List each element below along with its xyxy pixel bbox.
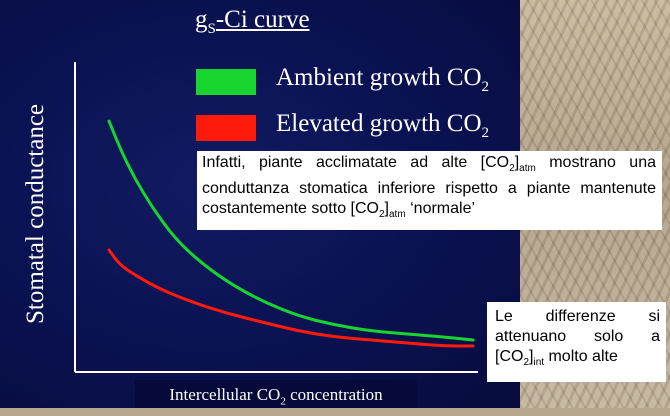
annotation-acclimation: Infatti, piante acclimatate ad alte [CO2… [197, 151, 662, 230]
series-line-elevated [107, 248, 475, 348]
legend-label-elevated: Elevated growth CO2 [276, 110, 490, 141]
legend-label-ambient: Ambient growth CO2 [276, 64, 490, 95]
legend-swatch-ambient [196, 69, 256, 95]
annotation-differences: Le differenze si attenuano solo a [CO2]i… [487, 302, 666, 382]
series-line-ambient [107, 119, 475, 342]
chart-title: gS-Ci curve [195, 6, 310, 37]
legend-swatch-elevated [196, 115, 256, 141]
x-axis-label: Intercellular CO2 concentration [135, 380, 417, 408]
